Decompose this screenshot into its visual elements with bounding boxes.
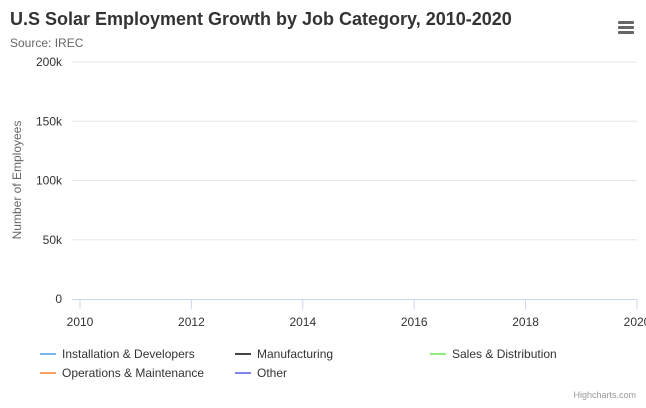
x-axis xyxy=(72,299,638,309)
legend-item[interactable]: Other xyxy=(235,364,287,382)
legend-item[interactable]: Operations & Maintenance xyxy=(40,364,204,382)
x-tick-label: 2012 xyxy=(178,315,205,329)
x-tick-label: 2014 xyxy=(289,315,316,329)
legend-item[interactable]: Installation & Developers xyxy=(40,345,195,363)
legend-line-icon xyxy=(235,353,251,355)
chart-subtitle: Source: IREC xyxy=(10,36,84,50)
x-tick-label: 2020 xyxy=(624,315,646,329)
legend-label: Sales & Distribution xyxy=(452,347,557,361)
legend-line-icon xyxy=(40,372,56,374)
y-tick-label: 200k xyxy=(36,55,63,69)
legend-label: Manufacturing xyxy=(257,347,334,361)
x-tick-label: 2018 xyxy=(512,315,539,329)
y-axis-title: Number of Employees xyxy=(10,121,24,240)
x-tick-label: 2010 xyxy=(67,315,94,329)
legend-item[interactable]: Sales & Distribution xyxy=(430,345,557,363)
legend-line-icon xyxy=(430,353,446,355)
y-axis: 0 50k 100k 150k 200k xyxy=(36,55,63,306)
legend-line-icon xyxy=(40,353,56,355)
legend-label: Operations & Maintenance xyxy=(62,366,205,380)
x-axis-labels: 2010 2012 2014 2016 2018 2020 xyxy=(67,315,646,329)
chart-menu-button[interactable] xyxy=(612,14,640,42)
y-tick-label: 50k xyxy=(43,233,63,247)
legend-label: Installation & Developers xyxy=(62,347,195,361)
legend-line-icon xyxy=(235,372,251,374)
grid-lines xyxy=(72,61,637,241)
hamburger-menu-icon xyxy=(618,31,634,34)
chart-title: U.S Solar Employment Growth by Job Categ… xyxy=(10,9,512,29)
y-tick-label: 0 xyxy=(55,292,62,306)
legend-item[interactable]: Manufacturing xyxy=(235,345,333,363)
legend-label: Other xyxy=(257,366,288,380)
hamburger-menu-icon xyxy=(618,26,634,29)
credits-link[interactable]: Highcharts.com xyxy=(573,390,636,400)
y-tick-label: 150k xyxy=(36,114,63,128)
x-tick-label: 2016 xyxy=(401,315,428,329)
hamburger-menu-icon xyxy=(618,21,634,24)
y-tick-label: 100k xyxy=(36,174,63,188)
